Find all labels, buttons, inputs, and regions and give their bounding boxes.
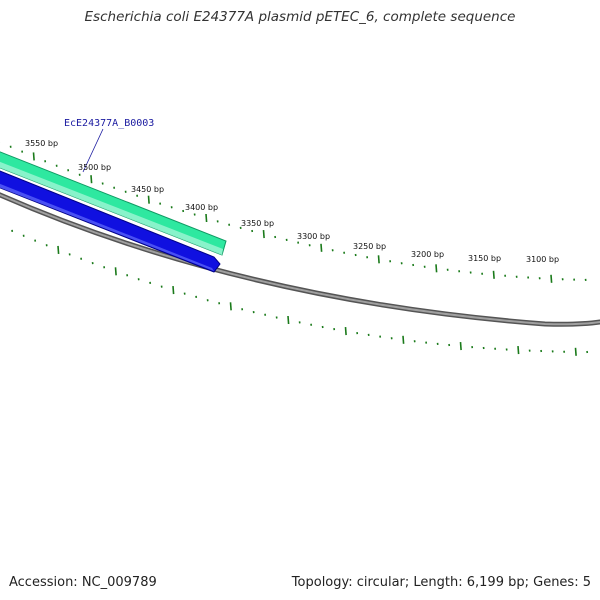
tick-label: 3400 bp [185,203,218,212]
outer-ring-major-tick [492,270,495,279]
tick-label: 3550 bp [25,139,58,148]
inner-ring-major-tick [402,335,405,344]
inner-ring-major-tick [57,245,60,254]
tick-label: 3450 bp [131,185,164,194]
inner-ring-major-tick [574,347,577,356]
orf-feature-highlight [0,183,214,271]
gene-label-leader-line [82,128,104,173]
inner-tick-ring [11,229,589,356]
outer-tick-ring [0,142,587,283]
tick-label: 3500 bp [78,163,111,172]
inner-ring-major-tick [229,302,232,311]
outer-ring-major-tick [550,274,553,283]
accession-label: Accession: NC_009789 [9,575,157,590]
outer-ring-major-tick [32,152,35,161]
outer-ring-major-tick [377,255,380,264]
tick-label: 3350 bp [241,219,274,228]
outer-ring-major-tick [205,213,208,223]
tick-label: 3100 bp [526,255,559,264]
outer-ring-major-tick [262,230,265,239]
inner-ring-major-tick [459,342,462,351]
tick-label: 3200 bp [411,250,444,259]
plasmid-backbone-highlight [0,193,600,326]
inner-ring-major-tick [114,267,117,276]
inner-ring-major-tick [172,286,175,295]
tick-label: 3250 bp [353,242,386,251]
inner-ring-major-tick [517,346,520,355]
tick-label-group: 3550 bp 3500 bp 3450 bp 3400 bp 3350 bp … [25,139,559,264]
gene-feature-highlight [0,161,223,255]
outer-ring-major-tick [320,243,323,252]
outer-ring-major-tick [435,264,438,273]
tick-label: 3150 bp [468,254,501,263]
inner-ring-major-tick [344,327,347,336]
outer-ring-major-tick [147,195,150,204]
gene-label: EcE24377A_B0003 [64,118,154,129]
orf-feature-arrow [0,170,221,273]
map-title: Escherichia coli E24377A plasmid pETEC_6… [84,9,516,25]
tick-label: 3300 bp [297,232,330,241]
inner-ring-major-tick [287,315,290,325]
outer-ring-major-tick [90,175,93,184]
sequence-summary: Topology: circular; Length: 6,199 bp; Ge… [291,575,591,590]
